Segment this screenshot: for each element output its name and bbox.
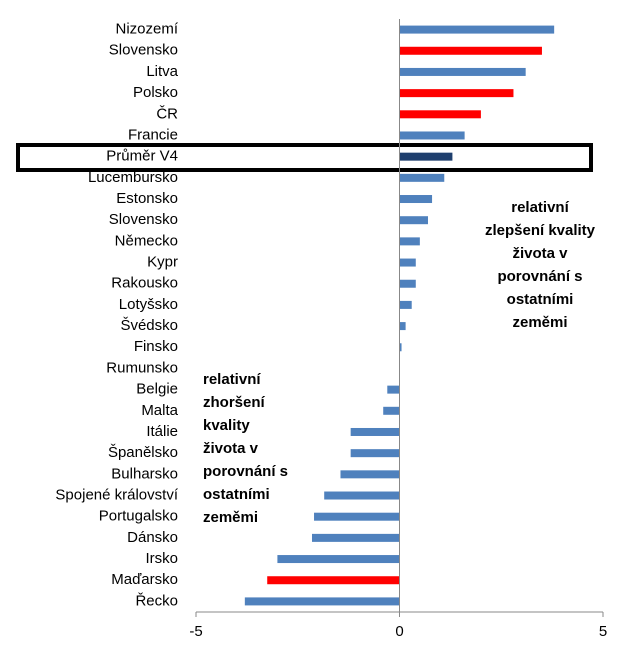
y-tick-label: Francie — [128, 126, 178, 143]
bar — [399, 25, 555, 34]
y-tick-label: Lucembursko — [88, 169, 178, 186]
y-tick-label: Lotyšsko — [119, 296, 178, 313]
bar — [350, 427, 400, 436]
y-tick-label: Maďarsko — [111, 571, 178, 588]
bar — [399, 322, 406, 331]
bar — [383, 406, 400, 415]
bar — [399, 89, 514, 98]
bar — [399, 46, 542, 55]
y-tick-label: Malta — [141, 402, 178, 419]
annotation: ostatními — [507, 291, 574, 308]
bar — [399, 216, 428, 225]
bar — [350, 449, 400, 458]
y-tick-label: Polsko — [133, 84, 178, 101]
bar — [399, 195, 433, 204]
bar — [399, 237, 420, 246]
x-tick-label: 0 — [395, 623, 403, 640]
bar — [399, 110, 481, 119]
y-tick-label: Itálie — [146, 423, 178, 440]
annotation: relativní — [203, 371, 261, 388]
annotation: zlepšení kvality — [485, 222, 596, 239]
annotation: ostatními — [203, 486, 270, 503]
bar — [324, 491, 400, 500]
y-tick-label: Švédsko — [120, 317, 178, 334]
annotation: života v — [203, 440, 259, 457]
x-tick-label: -5 — [189, 623, 202, 640]
y-tick-label: Irsko — [145, 550, 178, 567]
annotation: porovnání s — [203, 463, 288, 480]
annotation: života v — [512, 245, 568, 262]
annotation: porovnání s — [497, 268, 582, 285]
bar — [244, 597, 400, 606]
bar — [267, 576, 400, 585]
highlight-box — [16, 143, 593, 172]
y-tick-label: Portugalsko — [99, 508, 178, 525]
annotation: zeměmi — [203, 509, 258, 526]
bar — [399, 279, 416, 288]
bar — [387, 385, 400, 394]
y-tick-label: Kypr — [147, 254, 178, 271]
y-tick-label: Slovensko — [109, 211, 178, 228]
y-tick-label: Německo — [115, 232, 178, 249]
y-tick-label: Belgie — [136, 381, 178, 398]
y-tick-label: Rakousko — [111, 275, 178, 292]
y-tick-label: Řecko — [135, 592, 178, 609]
x-tick-label: 5 — [599, 623, 607, 640]
annotation: kvality — [203, 417, 250, 434]
y-tick-label: Spojené království — [55, 486, 178, 503]
bar — [399, 258, 416, 267]
y-tick-label: Nizozemí — [115, 21, 178, 38]
bar — [399, 152, 453, 161]
bar — [399, 131, 465, 140]
bar — [340, 470, 400, 479]
bar — [399, 300, 412, 309]
y-tick-label: Litva — [146, 63, 178, 80]
y-tick-label: ČR — [156, 105, 178, 122]
annotation: zeměmi — [512, 314, 567, 331]
y-tick-label: Průměr V4 — [106, 148, 178, 165]
bar — [399, 67, 526, 76]
y-tick-label: Bulharsko — [111, 465, 178, 482]
bar — [311, 533, 400, 542]
y-tick-label: Estonsko — [116, 190, 178, 207]
y-tick-label: Dánsko — [127, 529, 178, 546]
y-tick-label: Slovensko — [109, 42, 178, 59]
bar — [399, 173, 445, 182]
y-tick-label: Španělsko — [108, 444, 178, 461]
y-tick-label: Rumunsko — [106, 359, 178, 376]
bar — [399, 343, 402, 352]
annotation: zhoršení — [203, 394, 266, 411]
bar — [277, 555, 400, 564]
y-tick-label: Finsko — [134, 338, 178, 355]
bar — [314, 512, 400, 521]
annotation: relativní — [511, 199, 569, 216]
